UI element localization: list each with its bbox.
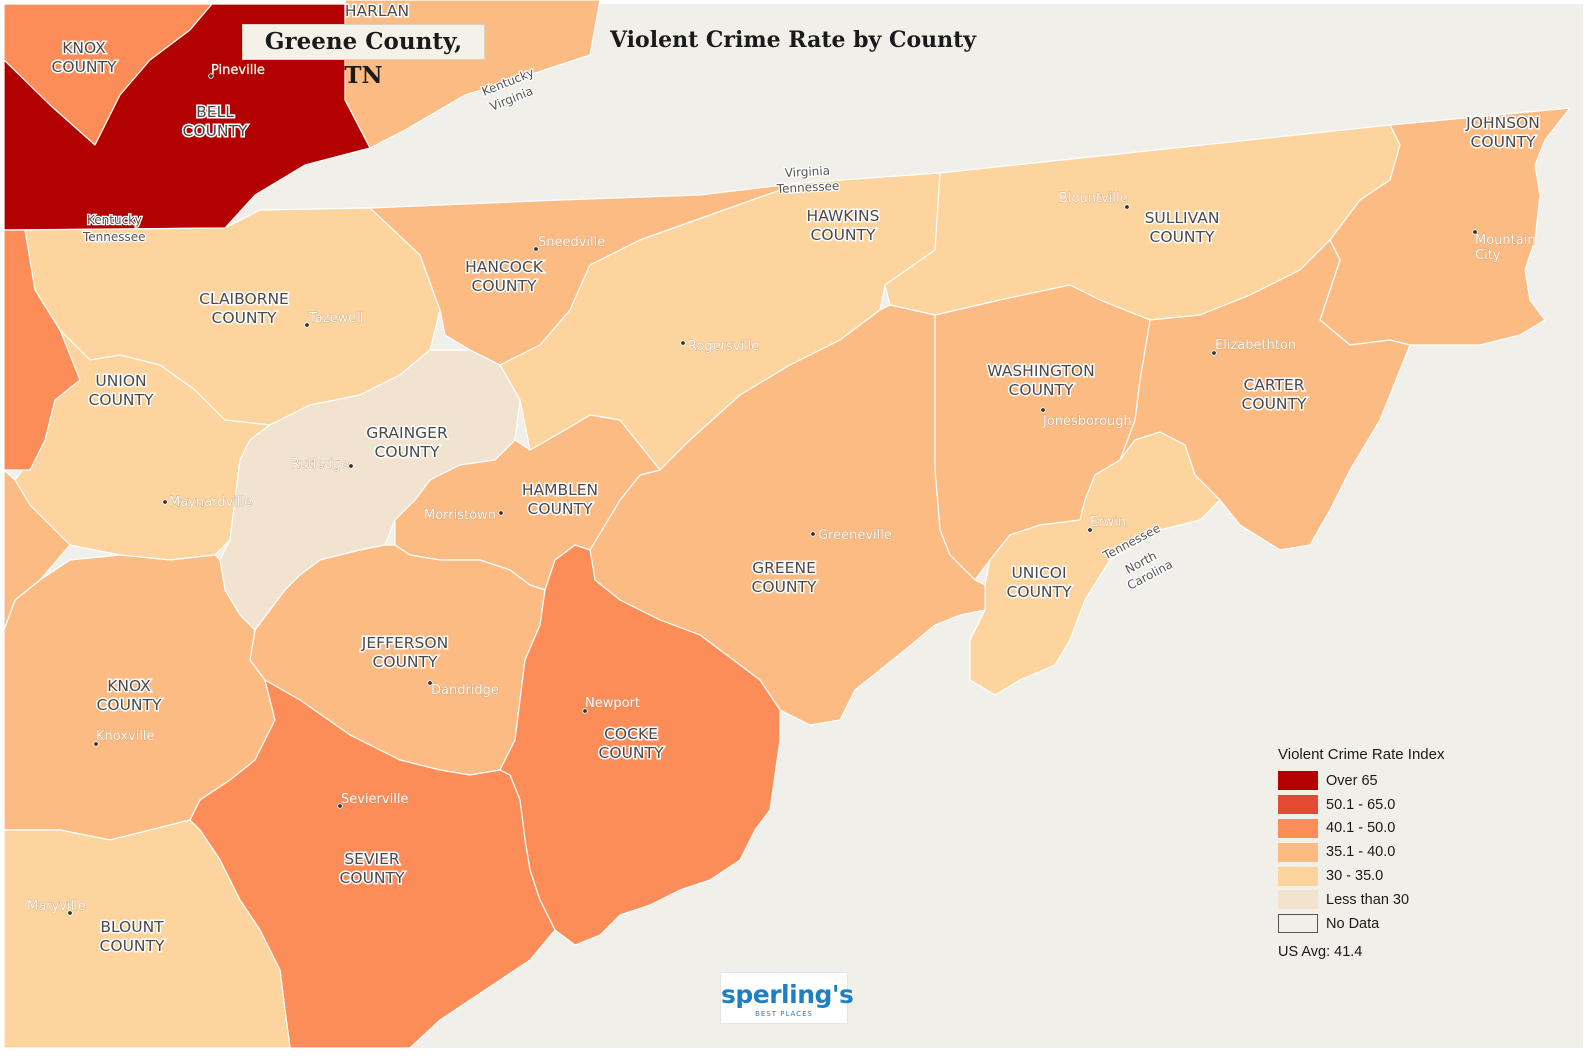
city-maryville: Maryville xyxy=(27,899,86,914)
location-title: Greene County, TN xyxy=(242,24,485,89)
label-knox-ky: KNOX COUNTY xyxy=(52,39,117,76)
city-dandridge: Dandridge xyxy=(431,683,499,698)
legend-swatch xyxy=(1278,771,1318,791)
city-dot-sevierville xyxy=(337,803,343,809)
legend-item: 50.1 - 65.0 xyxy=(1278,793,1498,817)
label-hamblen: HAMBLEN COUNTY xyxy=(522,481,598,518)
legend-label: Over 65 xyxy=(1326,772,1378,789)
label-sullivan: SULLIVAN COUNTY xyxy=(1145,209,1220,246)
city-markers: Pineville Sneedville Tazewell Rogersvill… xyxy=(27,63,1536,916)
city-pineville: Pineville xyxy=(211,63,265,78)
city-dot-jonesborough xyxy=(1040,407,1046,413)
city-dot-blountville xyxy=(1124,204,1130,210)
legend-label: 40.1 - 50.0 xyxy=(1326,820,1396,837)
city-dot-sneedville xyxy=(533,246,539,252)
city-dot-rogersville xyxy=(680,340,686,346)
border-label-tennessee-ky: Tennessee xyxy=(82,230,146,244)
legend-label: Less than 30 xyxy=(1326,891,1410,908)
city-dot-maryville xyxy=(67,910,73,916)
legend-item: Less than 30 xyxy=(1278,888,1498,912)
border-label-kentucky-tn: Kentucky xyxy=(87,213,142,227)
legend-item: 40.1 - 50.0 xyxy=(1278,817,1498,841)
label-bell: BELL COUNTY xyxy=(183,103,248,140)
label-greene: GREENE COUNTY xyxy=(752,559,817,596)
city-newport: Newport xyxy=(585,696,640,711)
legend-item: Over 65 xyxy=(1278,769,1498,793)
legend-label: 30 - 35.0 xyxy=(1326,868,1384,885)
label-union: UNION COUNTY xyxy=(89,372,154,409)
county-unicoi[interactable] xyxy=(969,431,1221,696)
label-grainger: GRAINGER COUNTY xyxy=(366,424,448,461)
label-blount: BLOUNT COUNTY xyxy=(100,918,165,955)
label-jefferson: JEFFERSON COUNTY xyxy=(361,634,448,671)
city-dot-newport xyxy=(582,708,588,714)
city-dot-tazewell xyxy=(304,322,310,328)
label-knox-tn: KNOX COUNTY xyxy=(97,677,162,714)
legend-item: 35.1 - 40.0 xyxy=(1278,840,1498,864)
label-hawkins: HAWKINS COUNTY xyxy=(807,207,880,244)
legend-label: No Data xyxy=(1326,915,1380,932)
border-label-tennessee-va: Tennessee xyxy=(775,179,839,196)
county-west-edge-2[interactable] xyxy=(3,469,71,631)
city-dot-rutledge xyxy=(348,463,354,469)
city-dot-knoxville xyxy=(93,741,99,747)
city-dot-elizabethton xyxy=(1211,350,1217,356)
city-knoxville: Knoxville xyxy=(96,729,155,744)
county-west-edge-1[interactable] xyxy=(3,229,81,471)
city-rogersville: Rogersville xyxy=(688,339,759,354)
legend-swatch xyxy=(1278,866,1318,886)
city-sevierville: Sevierville xyxy=(341,792,408,807)
legend-item: No Data xyxy=(1278,912,1498,936)
label-johnson: JOHNSON COUNTY xyxy=(1465,114,1540,151)
city-maynardville: Maynardville xyxy=(169,495,252,510)
city-elizabethton: Elizabethton xyxy=(1215,338,1296,353)
label-claiborne: CLAIBORNE COUNTY xyxy=(199,290,289,327)
city-rutledge: Rutledge xyxy=(291,457,349,472)
city-blountville: Blountville xyxy=(1059,191,1128,206)
label-carter: CARTER COUNTY xyxy=(1242,376,1307,413)
county-johnson[interactable] xyxy=(1319,107,1571,346)
legend-swatch xyxy=(1278,795,1318,815)
map-title: Violent Crime Rate by County xyxy=(610,27,977,53)
label-harlan: HARLAN xyxy=(345,2,409,20)
legend-swatch xyxy=(1278,890,1318,910)
county-blount[interactable] xyxy=(3,819,291,1049)
label-washington: WASHINGTON COUNTY xyxy=(987,362,1094,399)
logo-wordmark: sperling's xyxy=(721,980,854,1009)
border-label-virginia-tn: Virginia xyxy=(784,164,830,180)
city-jonesborough: Jonesborough xyxy=(1042,414,1132,429)
legend-title: Violent Crime Rate Index xyxy=(1278,746,1445,763)
city-sneedville: Sneedville xyxy=(538,235,605,250)
city-dot-maynardville xyxy=(162,499,168,505)
legend-item: 30 - 35.0 xyxy=(1278,864,1498,888)
legend: Violent Crime Rate Index Over 65 50.1 - 6… xyxy=(1278,746,1498,960)
label-sevier: SEVIER COUNTY xyxy=(340,850,405,887)
legend-items: Over 65 50.1 - 65.0 40.1 - 50.0 35.1 - 40.0… xyxy=(1278,769,1498,936)
city-tazewell: Tazewell xyxy=(308,311,363,326)
city-dot-mountain-city xyxy=(1472,229,1478,235)
legend-label: 50.1 - 65.0 xyxy=(1326,796,1396,813)
label-cocke: COCKE COUNTY xyxy=(599,725,664,762)
label-hancock: HANCOCK COUNTY xyxy=(465,258,544,295)
city-dot-dandridge xyxy=(427,680,433,686)
legend-swatch xyxy=(1278,842,1318,862)
us-average: US Avg: 41.4 xyxy=(1278,943,1363,960)
city-mountain-city: Mountain City xyxy=(1475,233,1536,263)
sperlings-logo[interactable]: sperling's BEST PLACES xyxy=(720,972,854,1024)
logo-tagline: BEST PLACES xyxy=(755,1010,813,1018)
city-erwin: Erwin xyxy=(1090,515,1126,530)
legend-swatch xyxy=(1278,818,1318,838)
city-greeneville: Greeneville xyxy=(818,528,892,543)
city-dot-greeneville xyxy=(810,531,816,537)
city-dot-pineville xyxy=(208,73,214,79)
city-morristown: Morristown xyxy=(424,508,496,523)
city-dot-erwin xyxy=(1087,527,1093,533)
legend-swatch xyxy=(1278,914,1318,934)
county-labels: KNOX COUNTY HARLAN BELL COUNTY CLAIBORNE CO… xyxy=(50,1,1541,957)
city-dot-morristown xyxy=(498,510,504,516)
legend-label: 35.1 - 40.0 xyxy=(1326,844,1396,861)
label-unicoi: UNICOI COUNTY xyxy=(1007,564,1072,601)
